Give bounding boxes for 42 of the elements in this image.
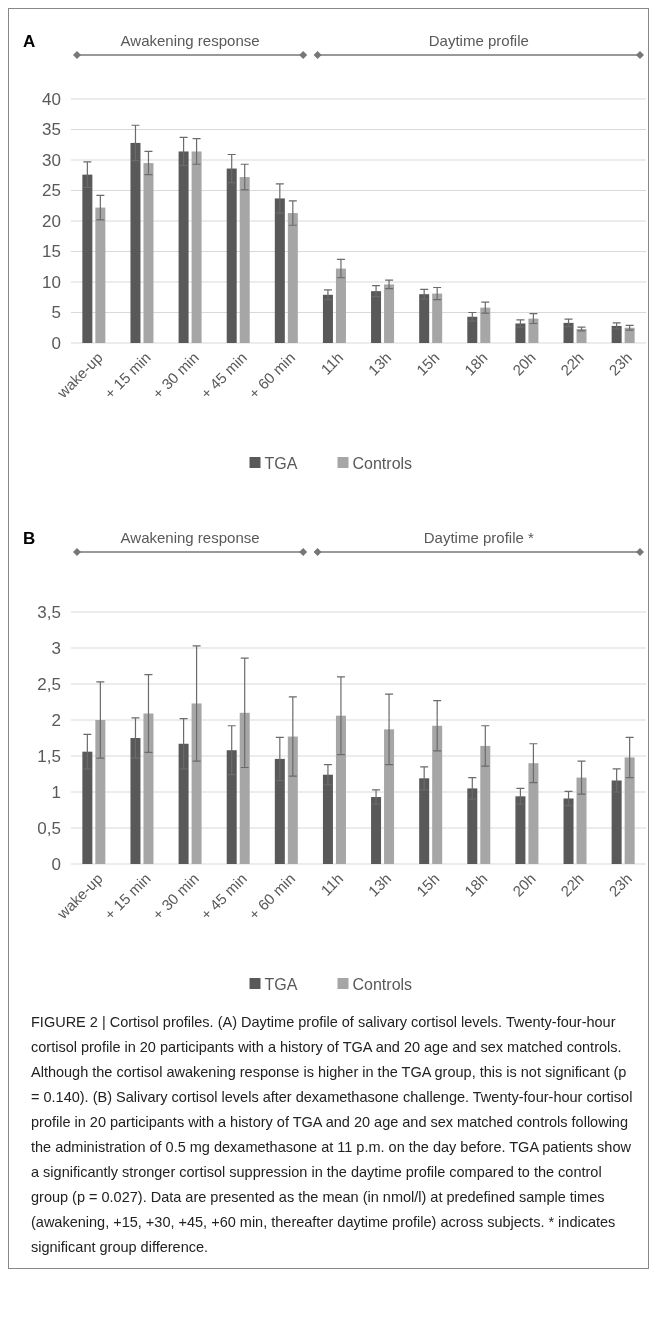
- x-tick-label: 23h: [605, 869, 635, 900]
- x-tick-label: 22h: [557, 348, 587, 379]
- chart-title: B: [23, 529, 36, 548]
- y-tick-label: 0: [51, 333, 61, 353]
- y-tick-label: 1,5: [37, 746, 61, 766]
- text: FIGURE 2 | Cortisol profiles. (A) Daytime profile of salivary cortisol levels. Twenty-four-hour cortisol profile in 20 participants with a history of TGA and 20 age and sex matched controls. Although the cortisol awakening response is higher in the TGA group, this is not significant (p = 0.140). (B) Salivary cortisol levels after dexamethasone challenge. Twenty-four-hour cortisol profile in 20 participants with a history of TGA and 20 age and sex matched controls following the administration of 0.5 mg dexamethasone at 11 p.m. on the day before. TGA patients show a significantly stronger cortisol suppression in the daytime profile compared to the control group (p = 0.027). Data are presented as the mean (in nmol/l) at predefined sample times (awakening, +15, +30, +45, +60 min, thereafter daytime profile) across subjects. * indicates significant group difference.: [31, 1014, 633, 1255]
- x-tick-label: 11h: [317, 869, 347, 899]
- x-tick-label: 18h: [460, 869, 491, 900]
- x-tick-label: 15h: [412, 348, 443, 379]
- legend-label: Controls: [352, 975, 413, 993]
- x-tick-label: 23h: [605, 348, 635, 379]
- x-tick-label: 20h: [509, 869, 539, 900]
- y-tick-label: 40: [42, 89, 61, 109]
- y-tick-label: 3: [51, 638, 61, 658]
- text: Daytime profile: [428, 32, 529, 49]
- y-tick-label: 3,5: [37, 602, 61, 622]
- y-tick-label: 5: [51, 303, 61, 323]
- y-tick-label: 20: [42, 211, 61, 231]
- x-tick-label: 11h: [317, 348, 347, 378]
- y-tick-label: 0: [51, 854, 61, 874]
- x-tick-label: 22h: [557, 869, 587, 900]
- text: Daytime profile *: [423, 529, 534, 546]
- y-tick-label: 2: [51, 710, 61, 730]
- chart-title: A: [23, 32, 36, 51]
- text: Awakening response: [120, 529, 260, 546]
- x-tick-label: 13h: [364, 869, 395, 900]
- x-tick-label: 13h: [364, 348, 395, 379]
- legend-label: Controls: [352, 454, 413, 472]
- y-tick-label: 30: [42, 150, 61, 170]
- y-tick-label: 0,5: [37, 818, 61, 838]
- y-tick-label: 35: [42, 120, 61, 140]
- x-tick-label: 20h: [509, 348, 539, 379]
- y-tick-label: 15: [42, 242, 61, 262]
- legend-label: TGA: [264, 975, 298, 993]
- legend-label: TGA: [264, 454, 298, 472]
- y-tick-label: 1: [51, 782, 61, 802]
- y-tick-label: 25: [42, 181, 61, 201]
- y-tick-label: 2,5: [37, 674, 61, 694]
- x-tick-label: 18h: [460, 348, 491, 379]
- x-tick-label: 15h: [412, 869, 443, 900]
- y-tick-label: 10: [42, 272, 61, 292]
- text: Awakening response: [120, 32, 260, 49]
